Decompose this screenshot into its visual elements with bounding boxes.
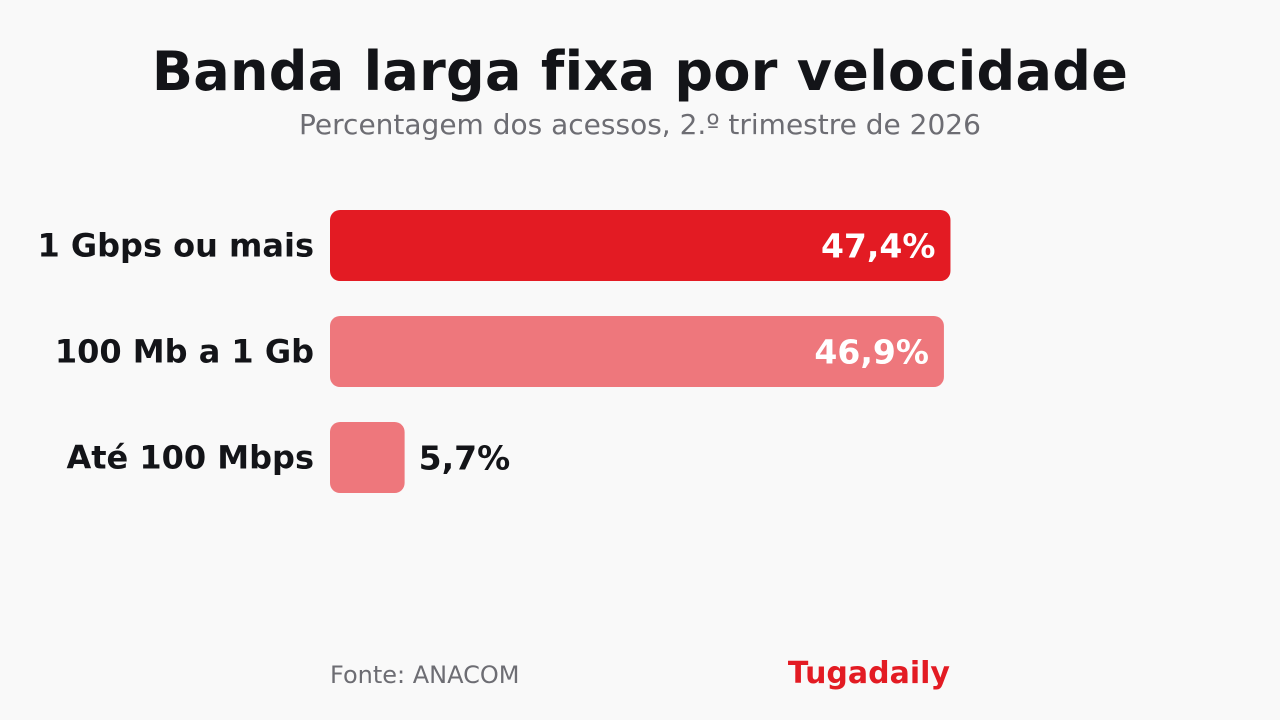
value-label-1: 46,9%	[814, 333, 929, 372]
brand-logo: Tugadaily	[787, 656, 950, 691]
source-note: Fonte: ANACOM	[330, 661, 520, 689]
chart-title: Banda larga fixa por velocidade	[151, 40, 1129, 103]
category-label-2: Até 100 Mbps	[66, 439, 314, 477]
category-label-0: 1 Gbps ou mais	[37, 227, 314, 265]
value-label-2: 5,7%	[419, 439, 511, 478]
bar-2	[330, 422, 405, 493]
bar-0	[330, 210, 951, 281]
bar-1	[330, 316, 944, 387]
category-label-1: 100 Mb a 1 Gb	[55, 333, 314, 371]
chart-subtitle: Percentagem dos acessos, 2.º trimestre d…	[299, 108, 981, 141]
value-label-0: 47,4%	[821, 227, 936, 266]
